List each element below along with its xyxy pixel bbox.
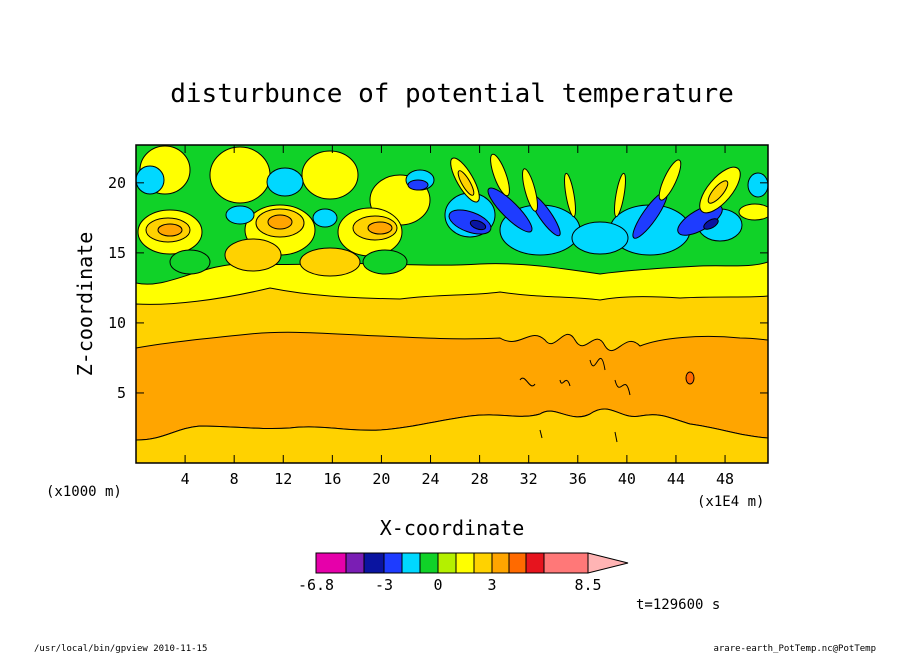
cell-cyan	[312, 208, 338, 228]
x-tick-label: 40	[618, 470, 636, 488]
streak-yellow	[564, 172, 576, 218]
streak-blue	[407, 179, 429, 191]
colorbar-tick-label: 0	[433, 576, 442, 594]
footer-right: arare-earth_PotTemp.nc@PotTemp	[713, 644, 876, 654]
footer-left: /usr/local/bin/gpview 2010-11-15	[34, 644, 207, 654]
streak-gold	[707, 180, 729, 204]
streak-yellow	[614, 172, 626, 218]
y-ticks: 5 10 15 20	[108, 174, 768, 402]
warm-streaks	[450, 153, 768, 385]
x-tick-label: 32	[520, 470, 538, 488]
cell-green	[362, 249, 408, 275]
cell-cyan	[136, 165, 165, 195]
cyan-cells	[136, 165, 768, 256]
x-tick-label: 16	[323, 470, 341, 488]
x-tick-label: 8	[230, 470, 239, 488]
x-tick-label: 4	[181, 470, 190, 488]
x-tick-label: 36	[569, 470, 587, 488]
cell-orange	[367, 221, 393, 235]
colorbar-swatch	[419, 552, 439, 574]
streak-yellow	[738, 203, 768, 221]
cell-gold	[299, 247, 361, 277]
x-ticks: 4 8 12 16 20 24 28 32 36 40 44 48	[181, 145, 734, 488]
colorbar-swatch	[491, 552, 510, 574]
y-tick-label: 10	[108, 314, 126, 332]
y-axis-label: Z-coordinate	[73, 232, 97, 377]
x-tick-label: 24	[421, 470, 439, 488]
streak-navy	[703, 218, 719, 230]
cell-cyan	[747, 172, 768, 198]
ground-gold-band	[136, 408, 768, 463]
cell-cyan	[266, 167, 304, 197]
colorbar-swatch	[473, 552, 493, 574]
colorbar-swatch	[525, 552, 545, 574]
detail-contours	[519, 357, 631, 443]
y-tick-label: 5	[117, 384, 126, 402]
y-unit-label: (x1000 m)	[46, 484, 122, 500]
x-tick-label: 48	[716, 470, 734, 488]
plot-border	[135, 144, 769, 464]
contour-line	[539, 429, 618, 443]
streak-gold	[457, 170, 475, 196]
contour-line	[519, 357, 631, 396]
x-tick-label: 44	[667, 470, 685, 488]
colorbar-extend-arrow	[587, 552, 629, 574]
colorbar-swatch	[383, 552, 403, 574]
cell-orange	[157, 223, 183, 237]
timestamp: t=129600 s	[636, 597, 720, 613]
colorbar-swatch	[543, 552, 589, 574]
streak-yellow	[658, 159, 682, 201]
cell-yellow	[209, 146, 271, 204]
x-tick-label: 12	[274, 470, 292, 488]
x-unit-label: (x1E4 m)	[697, 494, 764, 510]
colorbar-tick-label: 3	[487, 576, 496, 594]
streak-yellow	[490, 153, 510, 197]
cell-cyan	[225, 205, 255, 225]
colorbar-swatch	[437, 552, 457, 574]
y-tick-label: 20	[108, 174, 126, 192]
colorbar-tick-label: -3	[375, 576, 393, 594]
colorbar-swatch	[363, 552, 385, 574]
y-tick-label: 15	[108, 244, 126, 262]
colorbar: -6.8 -3 0 3 8.5	[298, 552, 629, 594]
streak-blue	[487, 187, 533, 233]
cell-cyan	[571, 221, 629, 255]
x-axis-label: X-coordinate	[380, 516, 525, 540]
cell-green	[169, 249, 211, 275]
cell-yellow	[301, 150, 359, 200]
plot-area	[136, 145, 768, 463]
colorbar-swatch	[401, 552, 421, 574]
x-tick-label: 28	[471, 470, 489, 488]
colorbar-tick-label: 8.5	[574, 576, 601, 594]
colorbar-swatch	[508, 552, 527, 574]
colorbar-swatch	[315, 552, 347, 574]
x-tick-label: 20	[372, 470, 390, 488]
streak-navy	[469, 219, 487, 231]
colorbar-swatch	[455, 552, 475, 574]
cell-orange	[267, 214, 293, 230]
colorbar-tick-label: -6.8	[298, 576, 334, 594]
streak-yellow	[522, 168, 538, 212]
chart-title: disturbunce of potential temperature	[170, 79, 734, 109]
cell-gold	[224, 238, 282, 272]
colorbar-swatch	[345, 552, 365, 574]
streak-orange	[685, 371, 695, 385]
